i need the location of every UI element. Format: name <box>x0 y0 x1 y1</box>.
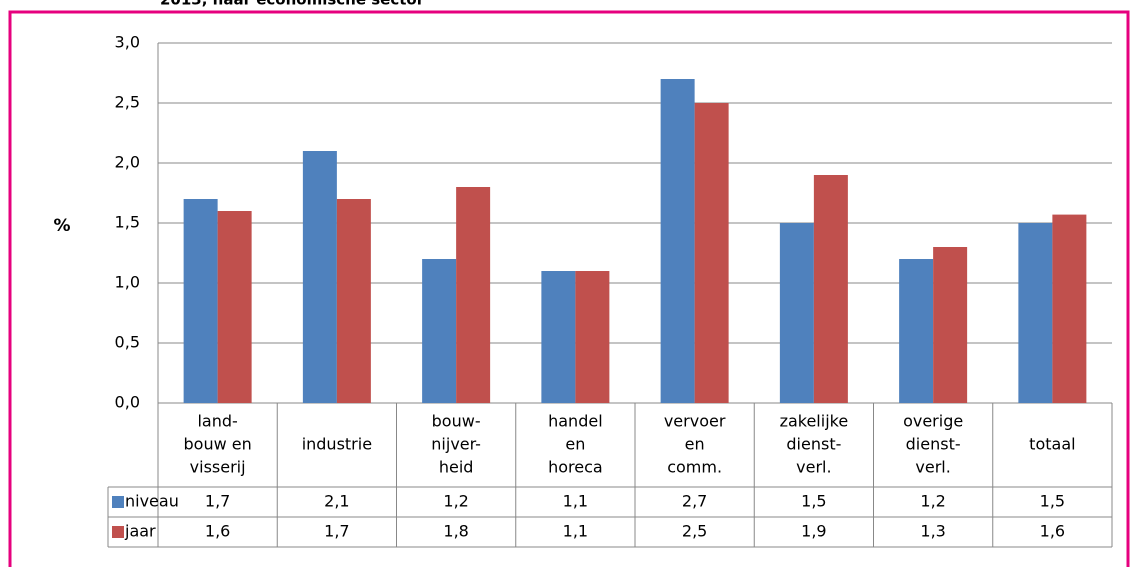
x-tick-label: dienst- <box>786 435 841 454</box>
data-label: 1,7 <box>324 522 349 541</box>
x-tick-label: en <box>565 435 585 454</box>
bar <box>933 247 968 403</box>
data-label: 1,6 <box>205 522 230 541</box>
x-tick-label: comm. <box>667 458 722 477</box>
bar <box>217 211 252 403</box>
bar <box>1018 223 1053 403</box>
x-tick-label: bouw- <box>432 412 481 431</box>
data-label: 2,1 <box>324 492 349 511</box>
x-tick-label: zakelijke <box>780 412 849 431</box>
y-tick-label: 1,5 <box>115 213 140 232</box>
x-tick-label: handel <box>548 412 603 431</box>
legend-label: niveau <box>125 492 179 511</box>
data-label: 1,9 <box>801 522 826 541</box>
x-tick-label: visserij <box>190 458 246 477</box>
x-tick-label: verl. <box>915 458 950 477</box>
legend-swatch <box>112 496 124 508</box>
x-tick-label: nijver- <box>431 435 481 454</box>
bar <box>779 223 814 403</box>
bar <box>660 79 695 403</box>
x-tick-label: horeca <box>548 458 603 477</box>
x-tick-label: land- <box>197 412 237 431</box>
data-label: 1,5 <box>1040 492 1065 511</box>
data-label: 1,1 <box>563 522 588 541</box>
bar <box>899 259 934 403</box>
data-label: 1,7 <box>205 492 230 511</box>
data-label: 2,5 <box>682 522 707 541</box>
y-tick-label: 1,0 <box>115 273 140 292</box>
bar <box>302 151 337 403</box>
legend-swatch <box>112 526 124 538</box>
x-tick-label: bouw en <box>184 435 252 454</box>
bar <box>1052 214 1087 403</box>
bar <box>694 103 729 403</box>
data-label: 2,7 <box>682 492 707 511</box>
legend-label: jaar <box>124 522 156 541</box>
y-tick-label: 3,0 <box>115 33 140 52</box>
bar <box>541 271 576 403</box>
bar <box>575 271 610 403</box>
x-tick-label: heid <box>439 458 474 477</box>
data-label: 1,1 <box>563 492 588 511</box>
data-label: 1,6 <box>1040 522 1065 541</box>
x-tick-label: vervoer <box>664 412 726 431</box>
y-tick-label: 0,0 <box>115 393 140 412</box>
data-label: 1,8 <box>443 522 468 541</box>
bar <box>183 199 218 403</box>
bar <box>813 175 848 403</box>
x-tick-label: totaal <box>1029 435 1075 454</box>
data-label: 1,2 <box>920 492 945 511</box>
x-tick-label: en <box>685 435 705 454</box>
bar <box>336 199 371 403</box>
frame <box>8 10 1130 567</box>
x-tick-label: overige <box>903 412 963 431</box>
data-label: 1,2 <box>443 492 468 511</box>
y-tick-label: 2,5 <box>115 93 140 112</box>
data-label: 1,3 <box>920 522 945 541</box>
data-label: 1,5 <box>801 492 826 511</box>
bar <box>456 187 491 403</box>
x-tick-label: industrie <box>302 435 372 454</box>
y-tick-label: 0,5 <box>115 333 140 352</box>
chart-title: 2013, naar economische sector <box>160 0 425 9</box>
x-tick-label: dienst- <box>906 435 961 454</box>
y-axis-label: % <box>53 216 70 236</box>
bar <box>422 259 457 403</box>
y-tick-label: 2,0 <box>115 153 140 172</box>
x-tick-label: verl. <box>796 458 831 477</box>
